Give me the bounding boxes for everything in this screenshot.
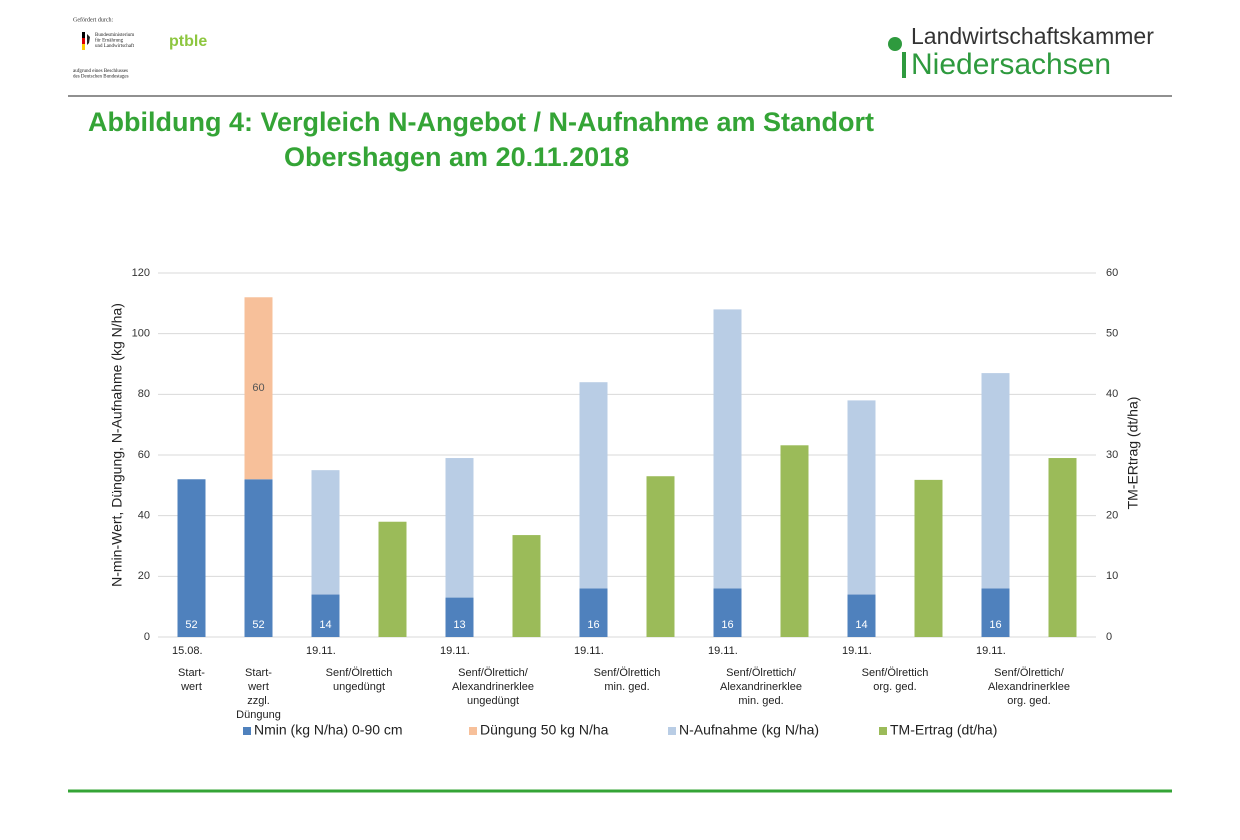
y-tick-label: 20 xyxy=(138,570,150,582)
org-name: Landwirtschaftskammer xyxy=(911,23,1154,49)
y2-axis-title: TM-ERtrag (dt/ha) xyxy=(1125,397,1141,510)
bar xyxy=(914,479,943,637)
y2-tick-label: 60 xyxy=(1106,267,1118,279)
bar-segment xyxy=(311,594,340,637)
x-tick-label: Start-wert zzgl. Düngung xyxy=(236,667,281,721)
bar-segment xyxy=(311,470,340,595)
bar xyxy=(780,445,809,637)
y2-tick-label: 20 xyxy=(1106,510,1118,522)
bar-segment xyxy=(579,588,608,637)
y-tick-label: 80 xyxy=(138,388,150,400)
y2-tick-label: 0 xyxy=(1106,631,1112,643)
slide-title: Obershagen am 20.11.2018 xyxy=(284,142,629,172)
y-tick-label: 60 xyxy=(138,449,150,461)
bar-segment xyxy=(981,588,1010,637)
data-label: 16 xyxy=(989,619,1001,631)
bar-segment xyxy=(177,479,206,637)
x-tick-label: Senf/Ölrettich/Alexandrinerklee org. ged. xyxy=(988,667,1070,707)
y-tick-label: 0 xyxy=(144,631,150,643)
data-label: 16 xyxy=(721,619,733,631)
ptble-logo: ptble xyxy=(169,33,207,50)
bar xyxy=(646,476,675,637)
bar xyxy=(1048,458,1077,637)
slide-title: Abbildung 4: Vergleich N-Angebot / N-Auf… xyxy=(88,107,874,137)
y-tick-label: 100 xyxy=(132,328,150,340)
x-date-label: 19.11. xyxy=(306,645,336,657)
bar xyxy=(378,521,407,637)
legend-swatch xyxy=(243,727,251,735)
x-tick-label: Senf/Ölrettich/Alexandrinerklee min. ged. xyxy=(720,667,802,707)
bar-segment xyxy=(713,309,742,589)
data-label: 14 xyxy=(319,619,331,631)
x-date-label: 19.11. xyxy=(842,645,872,657)
data-label: 13 xyxy=(453,619,465,631)
bar xyxy=(512,535,541,637)
x-tick-label: Start-wert xyxy=(178,667,205,693)
y-tick-label: 120 xyxy=(132,267,150,279)
y2-tick-label: 40 xyxy=(1106,388,1118,400)
eagle-logo xyxy=(82,32,90,50)
x-date-label: 19.11. xyxy=(574,645,604,657)
data-label: 60 xyxy=(252,382,264,394)
legend-swatch xyxy=(668,727,676,735)
data-label: 52 xyxy=(252,619,264,631)
y2-tick-label: 10 xyxy=(1106,570,1118,582)
bar-segment xyxy=(713,588,742,637)
bar-segment xyxy=(445,597,474,637)
bar-segment xyxy=(847,400,876,595)
org-region: Niedersachsen xyxy=(911,48,1111,81)
legend-swatch xyxy=(469,727,477,735)
legend-label: TM-Ertrag (dt/ha) xyxy=(890,722,997,738)
legend-label: N-Aufnahme (kg N/ha) xyxy=(679,722,819,738)
x-tick-label: Senf/Ölrettich ungedüngt xyxy=(326,667,393,693)
bar-segment xyxy=(579,382,608,589)
x-tick-label: Senf/Ölrettich/Alexandrinerklee ungedüngt xyxy=(452,667,534,707)
x-date-label: 19.11. xyxy=(440,645,470,657)
legend-swatch xyxy=(879,727,887,735)
y-axis-title: N-min-Wert, Düngung, N-Aufnahme (kg N/ha… xyxy=(109,303,125,587)
data-label: 14 xyxy=(855,619,867,631)
x-date-label: 19.11. xyxy=(976,645,1006,657)
x-date-label: 15.08. xyxy=(172,645,203,657)
bar-segment xyxy=(244,297,273,480)
bar-segment xyxy=(244,479,273,637)
data-label: 52 xyxy=(185,619,197,631)
funded-by: Gefördert durch: xyxy=(73,16,113,23)
x-tick-label: Senf/Ölrettich min. ged. xyxy=(594,667,661,693)
bar-segment xyxy=(981,373,1010,589)
legend-label: Düngung 50 kg N/ha xyxy=(480,722,609,738)
legend-label: Nmin (kg N/ha) 0-90 cm xyxy=(254,722,403,738)
y2-tick-label: 30 xyxy=(1106,449,1118,461)
logo-dot xyxy=(888,37,902,51)
bar-segment xyxy=(847,594,876,637)
y-tick-label: 40 xyxy=(138,510,150,522)
x-date-label: 19.11. xyxy=(708,645,738,657)
resolution: aufgrund eines Beschlusses des Deutschen … xyxy=(73,69,129,80)
logo-bar xyxy=(902,52,906,78)
data-label: 16 xyxy=(587,619,599,631)
x-tick-label: Senf/Ölrettich org. ged. xyxy=(862,667,929,693)
y2-tick-label: 50 xyxy=(1106,328,1118,340)
bar-segment xyxy=(445,458,474,598)
ministry: Bundesministerium für Ernährung und Landwi… xyxy=(95,33,135,49)
